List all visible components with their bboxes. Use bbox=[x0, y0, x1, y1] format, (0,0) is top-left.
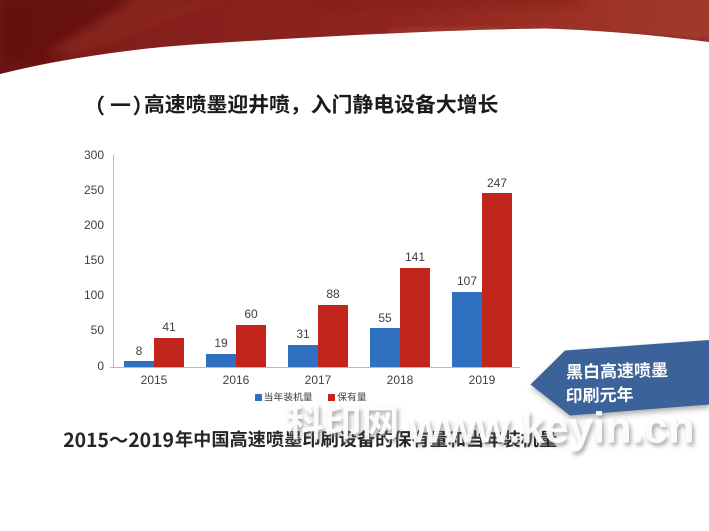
svg-text:www.keyin.cn: www.keyin.cn bbox=[408, 405, 695, 453]
